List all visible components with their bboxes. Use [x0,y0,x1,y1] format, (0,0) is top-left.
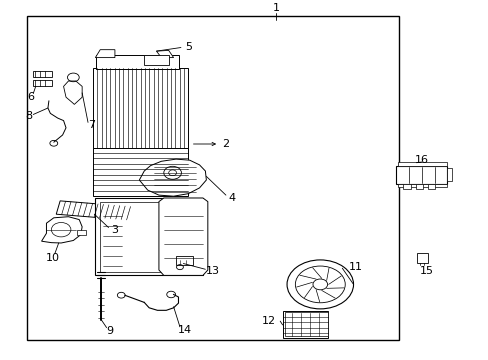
Bar [95,198,203,275]
Text: 12: 12 [261,316,275,326]
Bar [33,80,52,86]
Text: 16: 16 [414,155,427,165]
Bar [403,184,410,189]
Bar [395,166,447,184]
Text: 8: 8 [25,111,32,121]
Bar [144,55,168,65]
Text: 5: 5 [184,42,191,52]
Bar [447,168,451,181]
Text: 6: 6 [27,92,34,102]
Bar [176,256,193,265]
Text: 15: 15 [419,266,433,276]
Text: 3: 3 [111,225,118,235]
Bar [397,162,447,166]
Polygon shape [95,50,115,58]
Polygon shape [63,81,82,104]
Bar [397,184,447,187]
Text: 2: 2 [222,139,229,149]
Bar [93,68,188,148]
Text: 13: 13 [206,266,220,276]
Bar [427,184,434,189]
Text: 1: 1 [272,3,279,13]
Text: 7: 7 [88,120,95,130]
Polygon shape [56,201,136,220]
Bar [100,202,198,272]
Bar [416,253,427,263]
Bar [96,55,179,69]
Bar [33,71,52,77]
Bar [284,312,327,336]
Text: 9: 9 [106,326,113,336]
Text: 10: 10 [46,253,60,264]
Polygon shape [41,217,82,243]
Polygon shape [159,198,207,275]
Bar [93,148,188,196]
Text: 14: 14 [178,325,191,336]
Bar [27,16,398,340]
Text: 11: 11 [348,262,363,272]
Bar [77,230,86,235]
Polygon shape [139,159,206,196]
Polygon shape [156,50,173,58]
Bar [415,184,422,189]
Bar [282,311,327,338]
Text: 4: 4 [228,193,235,203]
